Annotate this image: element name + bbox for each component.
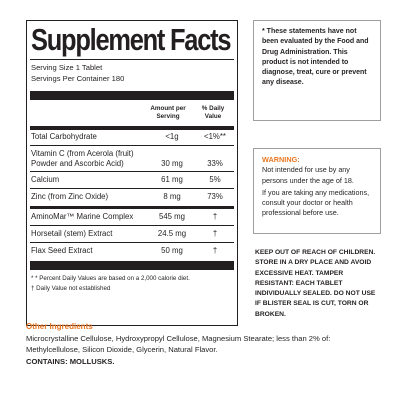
warning-title: WARNING: (262, 155, 300, 164)
footnote-not-established: † Daily Value not established (31, 285, 111, 292)
nutrient-name: Zinc (from Zinc Oxide) (31, 192, 109, 201)
footnote-daily-values: * * Percent Daily Values are based on a … (31, 275, 190, 282)
serving-size: Serving Size 1 Tablet (31, 63, 103, 72)
other-ingredients-title: Other Ingredients (26, 322, 93, 331)
nutrient-dv: † (212, 246, 218, 255)
nutrient-amount: 24.5 mg (157, 229, 187, 238)
warning-medications: If you are taking any medications, consu… (262, 187, 370, 218)
nutrient-amount: <1g (165, 132, 179, 141)
nutrient-name: Powder and Ascorbic Acid) (31, 159, 124, 168)
divider (30, 59, 234, 60)
divider (30, 225, 234, 226)
facts-title: Supplement Facts (31, 22, 231, 57)
nutrient-dv: <1%** (204, 132, 226, 141)
thick-divider (30, 206, 234, 209)
thick-divider (30, 91, 234, 100)
divider (30, 145, 234, 146)
storage-instructions: KEEP OUT OF REACH OF CHILDREN. STORE IN … (255, 249, 376, 318)
servings-per-container: Servings Per Container 180 (31, 74, 125, 83)
supplement-facts-panel: Supplement Facts Serving Size 1 Tablet S… (26, 20, 238, 326)
nutrient-amount: 545 mg (158, 212, 185, 221)
nutrient-amount: 50 mg (161, 246, 183, 255)
nutrient-name: Calcium (31, 175, 60, 184)
nutrient-name: AminoMar™ Marine Complex (31, 212, 134, 221)
other-ingredients-text: Microcrystalline Cellulose, Hydroxypropy… (26, 334, 331, 354)
thick-divider (30, 126, 234, 130)
nutrient-dv: 5% (209, 175, 221, 184)
divider (30, 171, 234, 172)
nutrient-amount: 8 mg (163, 192, 181, 201)
nutrient-dv: 73% (207, 192, 223, 201)
nutrient-name: Total Carbohydrate (31, 132, 97, 141)
divider (30, 242, 234, 243)
divider (30, 188, 234, 189)
nutrient-dv: † (212, 229, 218, 238)
nutrient-dv: 33% (207, 159, 223, 168)
fda-disclaimer-text: * These statements have not been evaluat… (262, 28, 369, 87)
nutrient-name: Vitamin C (from Acerola (fruit) (31, 149, 134, 158)
daily-value-header: % Daily Value (201, 105, 225, 120)
warning-age: Not intended for use by any persons unde… (262, 165, 354, 185)
nutrient-dv: † (212, 212, 218, 221)
fda-disclaimer-box: * These statements have not been evaluat… (253, 20, 381, 121)
nutrient-amount: 30 mg (161, 159, 183, 168)
nutrient-name: Flax Seed Extract (31, 246, 93, 255)
allergen-statement: CONTAINS: MOLLUSKS. (26, 357, 115, 366)
warning-box: WARNING: Not intended for use by any per… (253, 148, 381, 234)
nutrient-amount: 61 mg (161, 175, 183, 184)
nutrient-name: Horsetail (stem) Extract (31, 229, 113, 238)
thick-divider (30, 261, 234, 270)
amount-per-serving-header: Amount per Serving (150, 105, 186, 120)
